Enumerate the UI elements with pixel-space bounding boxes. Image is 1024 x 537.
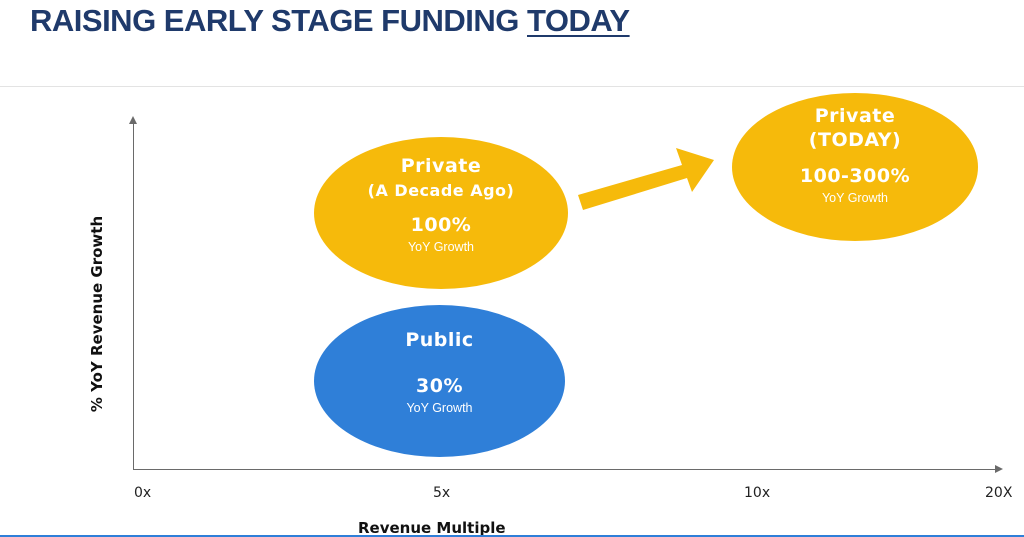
private-today-title: Private [814, 105, 896, 127]
y-axis-line [133, 122, 134, 470]
private-today-subtitle: (TODAY) [808, 129, 902, 151]
title-emphasis: TODAY [527, 3, 630, 38]
x-axis-label: Revenue Multiple [358, 519, 506, 537]
x-tick-0x: 0x [134, 485, 152, 501]
private-today-caption: YoY Growth [821, 191, 888, 205]
public-caption: YoY Growth [406, 401, 473, 415]
x-axis-arrowhead [995, 465, 1003, 473]
x-tick-5x: 5x [433, 485, 451, 501]
public-title: Public [405, 329, 474, 351]
x-tick-20x: 20X [985, 485, 1013, 501]
private-today-ellipse: Private (TODAY) 100-300% YoY Growth [732, 93, 978, 241]
public-value: 30% [416, 375, 463, 397]
transition-arrow-icon [578, 148, 714, 210]
y-axis-arrowhead [129, 116, 137, 124]
x-tick-10x: 10x [744, 485, 771, 501]
private-today-value: 100-300% [799, 165, 911, 187]
private-decade-subtitle: (A Decade Ago) [367, 181, 515, 200]
private-decade-value: 100% [410, 214, 472, 236]
private-decade-caption: YoY Growth [407, 240, 474, 254]
x-axis-line [133, 469, 997, 470]
title-divider [0, 86, 1024, 87]
bottom-accent-strip [0, 535, 1024, 537]
private-decade-ago-ellipse: Private (A Decade Ago) 100% YoY Growth [314, 137, 568, 289]
public-ellipse: Public 30% YoY Growth [314, 305, 565, 457]
y-axis-label: % YoY Revenue Growth [88, 215, 106, 413]
title-main: RAISING EARLY STAGE FUNDING [30, 3, 527, 38]
private-decade-title: Private [400, 155, 482, 177]
slide-title: RAISING EARLY STAGE FUNDING TODAY [30, 2, 630, 40]
